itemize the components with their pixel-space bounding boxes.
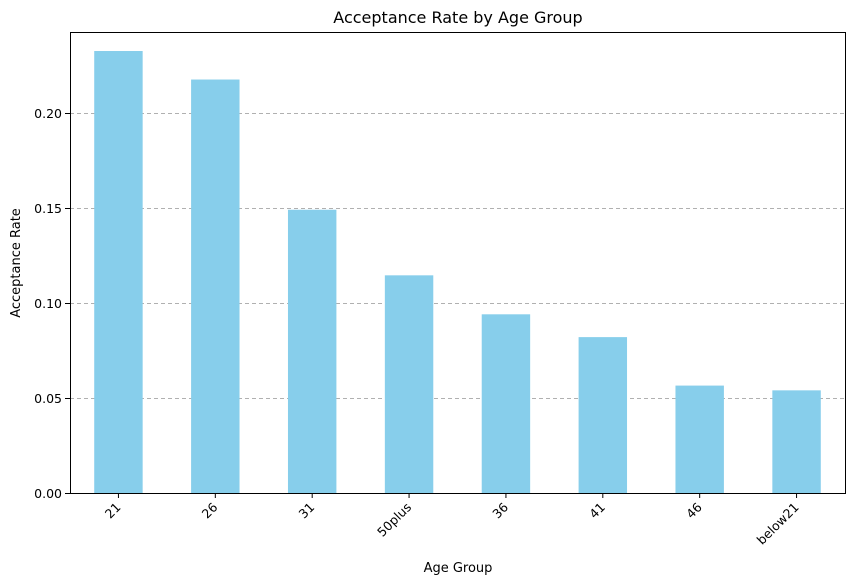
bar-26 <box>191 79 240 494</box>
x-tick-label: 26 <box>199 499 221 521</box>
x-axis-label: Age Group <box>424 561 493 576</box>
y-tick-label: 0.20 <box>34 106 62 121</box>
bar-41 <box>578 337 628 493</box>
plot-frame <box>70 32 846 494</box>
bars <box>94 51 821 494</box>
x-tick-label: below21 <box>754 500 802 548</box>
y-axis-label: Acceptance Rate <box>9 208 24 318</box>
x-axis-ticks: 21 26 31 50plus 36 41 46 below21 <box>102 493 802 548</box>
bar-36 <box>481 314 531 493</box>
bar-50plus <box>384 275 434 493</box>
bar-46 <box>675 385 724 493</box>
y-axis-ticks: 0.00 0.05 0.10 0.15 0.20 <box>34 106 70 501</box>
x-tick-label: 41 <box>586 500 608 522</box>
y-tick-label: 0.15 <box>34 201 62 216</box>
x-tick-label: 21 <box>102 500 124 522</box>
x-tick-label: 50plus <box>374 500 414 540</box>
bar-below21 <box>772 390 821 493</box>
bar-21 <box>94 51 143 493</box>
x-tick-label: 46 <box>683 499 705 521</box>
x-tick-label: 36 <box>489 499 511 521</box>
bar-31 <box>287 209 337 493</box>
y-tick-label: 0.05 <box>34 391 62 406</box>
chart-title: Acceptance Rate by Age Group <box>333 8 582 27</box>
grid-lines <box>70 113 845 399</box>
y-tick-label: 0.00 <box>34 486 62 501</box>
y-tick-label: 0.10 <box>34 296 62 311</box>
x-tick-label: 31 <box>295 500 317 522</box>
